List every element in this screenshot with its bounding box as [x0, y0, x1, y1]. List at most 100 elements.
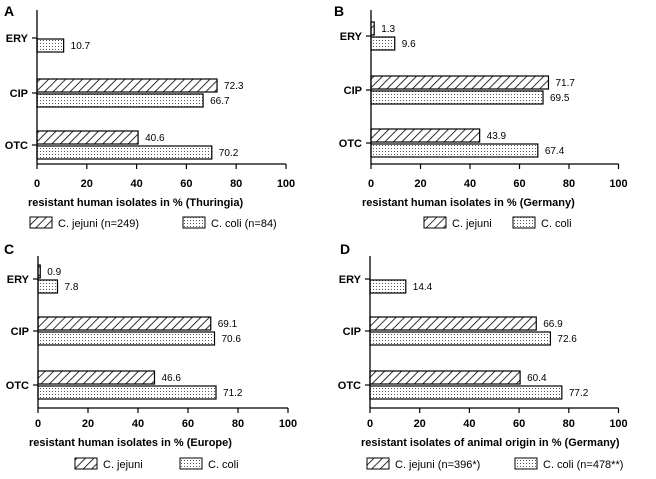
data-label: 70.2: [219, 148, 239, 159]
data-label: 71.2: [223, 388, 243, 399]
bar: [370, 75, 550, 90]
legend-label: C. jejuni (n=249): [58, 218, 139, 230]
x-tick-label: 80: [563, 178, 575, 190]
data-label: 0.9: [47, 267, 61, 278]
x-tick-label: 60: [513, 418, 525, 430]
category-label: OTC: [338, 380, 361, 392]
x-tick-label: 40: [132, 418, 144, 430]
x-tick-label: 100: [609, 178, 627, 190]
category-label: ERY: [7, 274, 30, 286]
x-tick-label: 20: [81, 178, 93, 190]
data-label: 71.7: [555, 78, 575, 89]
bar: [36, 145, 213, 160]
legend-label: C. coli (n=84): [211, 218, 277, 230]
category-label: CIP: [344, 85, 362, 97]
legend-label: C. jejuni: [452, 218, 492, 230]
bar: [37, 370, 156, 385]
x-tick-label: 0: [367, 418, 373, 430]
bar: [370, 143, 539, 158]
legend-label: C. coli: [208, 459, 239, 471]
data-label: 72.6: [557, 334, 577, 345]
bar: [37, 331, 216, 346]
legend-swatch: [74, 457, 98, 470]
data-label: 66.7: [210, 96, 230, 107]
panel-b: B ERY 1.3 9.6 CIP 71.7 69.5 OTC 43.9 67.4 0 20 40 60 8…: [334, 3, 628, 230]
x-tick-label: 40: [463, 418, 475, 430]
data-label: 70.6: [222, 334, 242, 345]
bar: [369, 316, 537, 331]
bar: [36, 130, 139, 145]
bar: [370, 90, 544, 105]
x-tick-label: 80: [232, 418, 244, 430]
legend-swatch: [182, 216, 206, 229]
data-label: 14.4: [413, 282, 433, 293]
x-tick-label: 20: [414, 418, 426, 430]
legend-swatch: [366, 457, 390, 470]
data-label: 60.4: [527, 373, 547, 384]
data-label: 40.6: [145, 133, 165, 144]
bar: [369, 385, 563, 400]
x-tick-label: 20: [414, 178, 426, 190]
panel-a: A ERY 10.7 CIP 72.3 66.7 OTC 40.6 70.2 0 20 40 60 80 1…: [4, 3, 295, 230]
x-tick-label: 100: [609, 418, 627, 430]
panel-letter: C: [4, 241, 14, 257]
category-label: OTC: [339, 138, 362, 150]
x-axis-title: resistant isolates of animal origin in %…: [361, 437, 620, 449]
category-label: CIP: [343, 326, 361, 338]
legend-label: C. jejuni: [103, 459, 143, 471]
category-label: ERY: [340, 31, 363, 43]
panel-c: C ERY 0.9 7.8 CIP 69.1 70.6 OTC 46.6 71.2 0 20 40 60 8…: [4, 241, 297, 471]
bar: [370, 36, 396, 51]
x-tick-label: 60: [180, 178, 192, 190]
x-tick-label: 0: [368, 178, 374, 190]
bar: [37, 385, 217, 400]
category-label: ERY: [6, 33, 29, 45]
data-label: 67.4: [545, 146, 565, 157]
x-tick-label: 100: [279, 418, 297, 430]
x-tick-label: 40: [130, 178, 142, 190]
x-axis-title: resistant human isolates in % (Germany): [362, 197, 575, 209]
x-tick-label: 60: [513, 178, 525, 190]
category-label: CIP: [10, 88, 28, 100]
legend-label: C. coli (n=478**): [543, 459, 623, 471]
legend-swatch: [179, 457, 203, 470]
legend-swatch: [423, 216, 447, 229]
bar: [369, 331, 552, 346]
x-tick-label: 100: [277, 178, 295, 190]
bar: [36, 93, 204, 108]
data-label: 1.3: [381, 24, 395, 35]
category-label: ERY: [339, 274, 362, 286]
bar: [370, 128, 481, 143]
category-label: OTC: [5, 140, 28, 152]
data-label: 72.3: [224, 81, 244, 92]
x-tick-label: 60: [182, 418, 194, 430]
x-axis-title: resistant human isolates in % (Thuringia…: [28, 197, 243, 209]
bar: [36, 38, 65, 53]
data-label: 69.5: [550, 93, 570, 104]
panel-letter: B: [334, 3, 344, 19]
x-tick-label: 0: [34, 178, 40, 190]
bar: [37, 279, 59, 294]
x-tick-label: 0: [35, 418, 41, 430]
bar: [369, 279, 407, 294]
data-label: 66.9: [543, 319, 563, 330]
legend-swatch: [512, 216, 536, 229]
bar: [36, 78, 218, 93]
legend-swatch: [29, 216, 53, 229]
bar: [37, 316, 212, 331]
panel-letter: D: [340, 241, 350, 257]
x-tick-label: 40: [464, 178, 476, 190]
data-label: 7.8: [65, 282, 79, 293]
x-tick-label: 20: [82, 418, 94, 430]
panel-d: D ERY 14.4 CIP 66.9 72.6 OTC 60.4 77.2 0 20 40 60 80 1…: [338, 241, 628, 471]
panel-letter: A: [4, 3, 14, 19]
category-label: OTC: [6, 380, 29, 392]
legend-swatch: [514, 457, 538, 470]
legend-label: C. jejuni (n=396*): [395, 459, 480, 471]
bar: [369, 370, 521, 385]
category-label: CIP: [11, 326, 29, 338]
legend-label: C. coli: [541, 218, 572, 230]
x-tick-label: 80: [230, 178, 242, 190]
data-label: 9.6: [402, 39, 416, 50]
